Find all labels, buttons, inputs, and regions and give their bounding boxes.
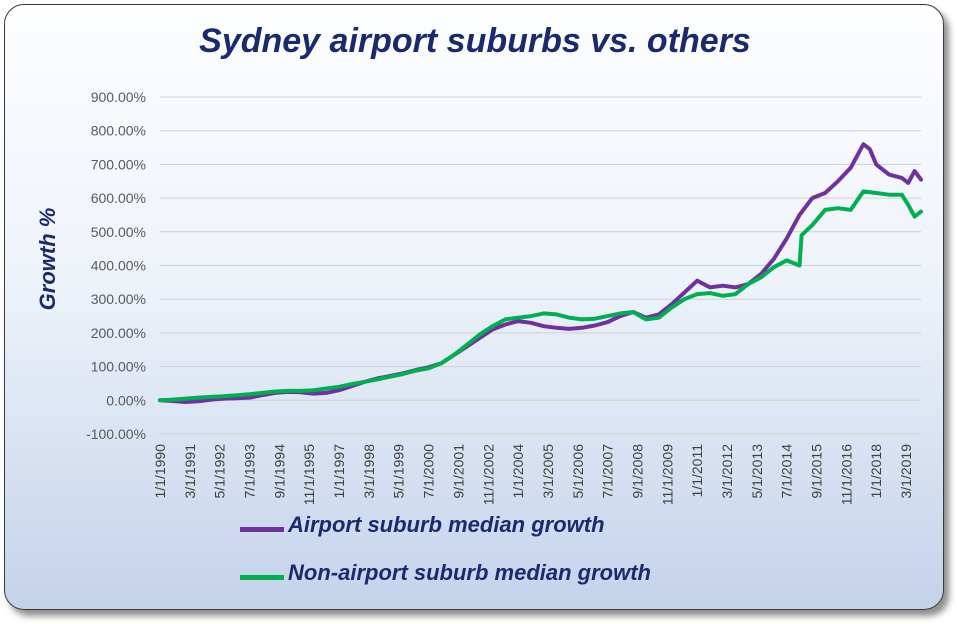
x-tick-label: 5/1/1999: [391, 444, 407, 499]
gridlines: [160, 96, 921, 435]
series-line-non-airport: [158, 189, 923, 403]
x-tick-label: 11/1/2009: [659, 444, 675, 505]
legend-label-non-airport: Non-airport suburb median growth: [288, 560, 651, 585]
x-tick-label: 1/1/2004: [510, 444, 526, 499]
y-tick-label: 700.00%: [91, 156, 146, 172]
x-tick-label: 1/1/1997: [331, 444, 347, 499]
y-axis-ticks: 900.00% 800.00% 700.00% 600.00% 500.00% 400.0…: [86, 89, 146, 442]
x-tick-label: 3/1/1991: [182, 444, 198, 499]
x-tick-label: 11/1/1995: [301, 444, 317, 505]
y-tick-label: 300.00%: [91, 291, 146, 307]
legend-swatch-airport: [240, 527, 284, 532]
y-tick-label: 400.00%: [91, 258, 146, 274]
x-tick-label: 9/1/2015: [809, 444, 825, 499]
x-tick-label: 7/1/2007: [600, 444, 616, 499]
x-tick-label: 11/1/2002: [480, 444, 496, 505]
x-tick-label: 3/1/2019: [898, 444, 914, 499]
x-tick-label: 3/1/2012: [719, 444, 735, 499]
series-line-airport: [158, 142, 923, 404]
legend-item-airport: Airport suburb median growth: [240, 512, 760, 546]
x-tick-label: 1/1/2018: [868, 444, 884, 499]
legend-label-airport: Airport suburb median growth: [288, 512, 605, 537]
data-series-lines: [158, 142, 923, 404]
y-tick-label: 500.00%: [91, 224, 146, 240]
x-tick-label: 5/1/2006: [570, 444, 586, 499]
x-axis-ticks: 1/1/1990 3/1/1991 5/1/1992 7/1/1993 9/1/1994…: [152, 444, 914, 505]
x-tick-label: 7/1/2000: [421, 444, 437, 499]
x-tick-label: 9/1/2008: [629, 444, 645, 499]
x-tick-label: 5/1/1992: [212, 444, 228, 499]
x-tick-label: 3/1/1998: [361, 444, 377, 499]
legend-swatch-non-airport: [240, 575, 284, 580]
x-tick-label: 1/1/1990: [152, 444, 168, 499]
y-tick-label: -100.00%: [86, 426, 146, 442]
x-tick-label: 9/1/2001: [450, 444, 466, 499]
y-tick-label: 600.00%: [91, 190, 146, 206]
x-tick-label: 5/1/2013: [749, 444, 765, 499]
x-tick-label: 7/1/2014: [779, 444, 795, 499]
x-tick-label: 9/1/1994: [271, 444, 287, 499]
y-tick-label: 0.00%: [106, 392, 146, 408]
x-tick-label: 3/1/2005: [540, 444, 556, 499]
y-tick-label: 100.00%: [91, 359, 146, 375]
x-tick-label: 1/1/2011: [689, 444, 705, 498]
x-tick-label: 11/1/2016: [838, 444, 854, 505]
y-tick-label: 900.00%: [91, 89, 146, 105]
y-tick-label: 800.00%: [91, 123, 146, 139]
y-tick-label: 200.00%: [91, 325, 146, 341]
x-tick-label: 7/1/1993: [242, 444, 258, 499]
chart-title: Sydney airport suburbs vs. others: [199, 22, 751, 60]
legend-item-non-airport: Non-airport suburb median growth: [240, 560, 760, 594]
chart-frame: [4, 4, 944, 610]
